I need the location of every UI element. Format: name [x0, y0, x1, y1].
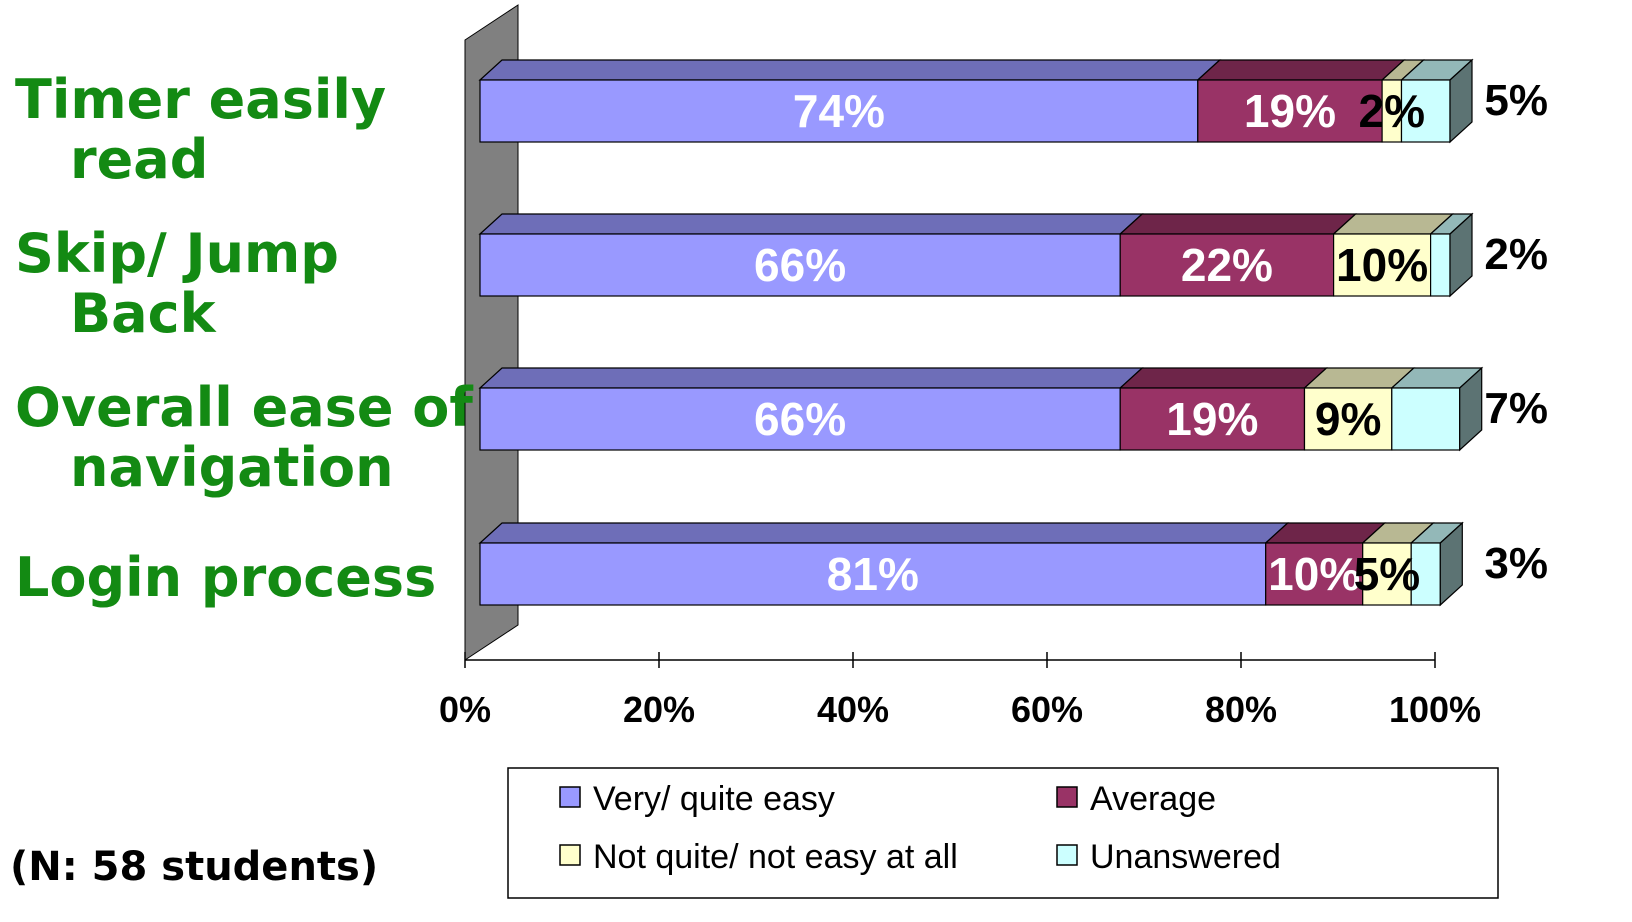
sample-size-note: (N: 58 students)	[10, 844, 378, 890]
data-label-4-1: 81%	[827, 548, 919, 600]
bar-top-1-2	[1196, 59, 1406, 81]
bar-segment-1-1	[479, 79, 1199, 143]
data-label-4-2: 10%	[1268, 548, 1360, 600]
data-label-2-3: 10%	[1336, 239, 1428, 291]
bar-segment-4-1	[479, 542, 1267, 606]
bar-segment-2-1	[479, 233, 1121, 297]
bar-segment-3-2	[1119, 387, 1306, 451]
data-label-1-2: 19%	[1244, 85, 1336, 137]
legend-label-2: Average	[1090, 780, 1216, 818]
category-label-2-line-2: Back	[70, 282, 217, 345]
bar-segment-1-2	[1197, 79, 1383, 143]
bar-segment-4-2	[1265, 542, 1364, 606]
bar-side-4	[1439, 521, 1463, 607]
legend-label-3: Not quite/ not easy at all	[593, 838, 958, 876]
bar-top-3-2	[1118, 367, 1329, 389]
data-label-3-1: 66%	[754, 393, 846, 445]
legend-swatch-4	[1056, 844, 1078, 866]
bar-segment-3-3	[1303, 387, 1393, 451]
legend-swatch-3	[559, 844, 581, 866]
bar-side-1	[1449, 58, 1473, 144]
data-label-3-3: 9%	[1315, 393, 1381, 445]
bar-segment-2-2	[1119, 233, 1335, 297]
bar-top-3-1	[478, 367, 1144, 389]
bar-segment-2-4	[1429, 233, 1451, 297]
bar-top-2-2	[1118, 213, 1358, 235]
legend-swatch-2	[1056, 786, 1078, 808]
x-tick-label-3: 40%	[817, 689, 889, 730]
legend-swatch-1	[559, 786, 581, 808]
data-label-4-3: 5%	[1354, 548, 1420, 600]
data-label-2-1: 66%	[754, 239, 846, 291]
data-label-1-4: 5%	[1484, 76, 1548, 125]
data-label-2-2: 22%	[1181, 239, 1273, 291]
bar-segment-4-4	[1410, 542, 1441, 606]
x-tick-label-4: 60%	[1011, 689, 1083, 730]
bar-top-1-1	[478, 59, 1222, 81]
x-tick-label-5: 80%	[1205, 689, 1277, 730]
x-tick-label-1: 0%	[439, 689, 491, 730]
data-label-2-4: 2%	[1484, 230, 1548, 279]
back-wall	[464, 4, 519, 661]
bar-segment-4-3	[1362, 542, 1412, 606]
bar-segment-3-4	[1391, 387, 1461, 451]
legend-box	[507, 767, 1499, 899]
legend-label-4: Unanswered	[1090, 838, 1281, 876]
bars-group: 74% 19% 2% 5%66% 22% 10% 2%66% 19% 9% 7%81% 10%5% 3…	[478, 58, 1548, 607]
bar-top-4-1	[478, 522, 1290, 544]
bar-segment-1-4	[1400, 79, 1451, 143]
category-label-1-line-2: read	[70, 128, 208, 191]
legend: Very/ quite easy Average Not quite/ not ea…	[507, 767, 1499, 899]
category-label-2-line-1: Skip/ Jump	[15, 222, 339, 285]
axis-wall	[464, 4, 519, 661]
bar-top-2-1	[478, 213, 1144, 235]
legend-label-1: Very/ quite easy	[593, 780, 835, 818]
bar-segment-3-1	[479, 387, 1121, 451]
data-label-3-4: 7%	[1484, 384, 1548, 433]
category-label-1-line-1: Timer easily	[15, 68, 386, 131]
category-label-3-line-1: Overall ease of	[15, 376, 473, 439]
x-tick-label-6: 100%	[1389, 689, 1481, 730]
x-axis: 0% 20% 40% 60% 80% 100%	[439, 652, 1481, 730]
data-label-4-4: 3%	[1484, 539, 1548, 588]
data-label-1-3: 2%	[1359, 85, 1425, 137]
x-tick-label-2: 20%	[623, 689, 695, 730]
data-label-1-1: 74%	[793, 85, 885, 137]
data-label-3-2: 19%	[1166, 393, 1258, 445]
bar-side-3	[1459, 366, 1483, 452]
category-label-4: Login process	[15, 546, 436, 609]
bar-side-2	[1449, 212, 1473, 298]
category-label-3-line-2: navigation	[70, 436, 394, 499]
bar-segment-2-3	[1332, 233, 1432, 297]
